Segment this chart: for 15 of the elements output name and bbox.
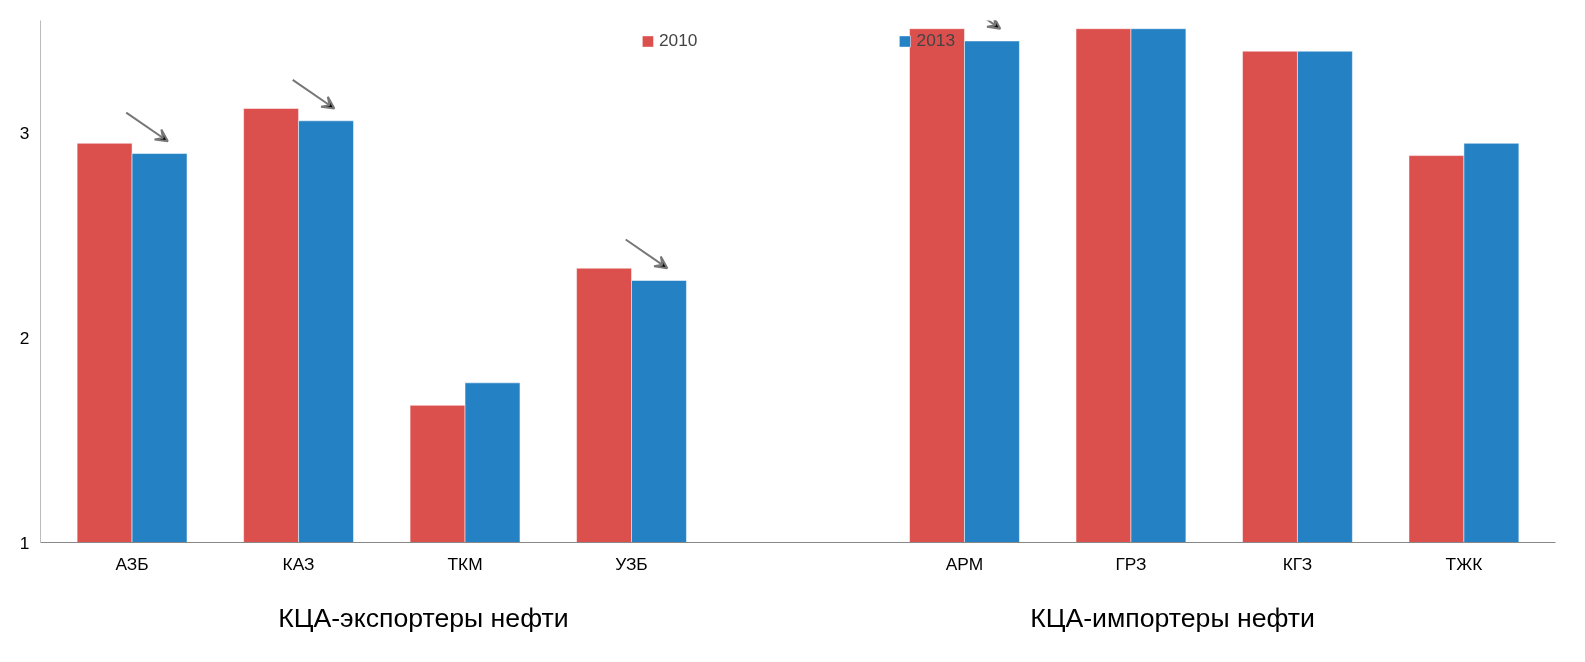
text: КЦА-импортеры нефти [1030,602,1315,633]
x-tick-label: ТЖК [1445,553,1483,574]
legend-label: 2013 [916,30,956,51]
x-tick-label: АРМ [945,553,984,574]
x-tick-label: ГРЗ [1115,553,1147,574]
y-tick-label: 1 [19,532,30,553]
legend-label: 2010 [658,30,698,51]
x-tick-label: ТКМ [447,553,483,574]
x-tick-label: КГЗ [1282,553,1313,574]
y-tick-label: 2 [19,327,30,348]
x-tick-label: АЗБ [115,553,149,574]
y-tick-label: 3 [19,123,30,144]
x-tick-label: УЗБ [615,553,648,574]
text: КЦА-экспортеры нефти [278,602,569,633]
x-tick-label: КАЗ [282,553,315,574]
